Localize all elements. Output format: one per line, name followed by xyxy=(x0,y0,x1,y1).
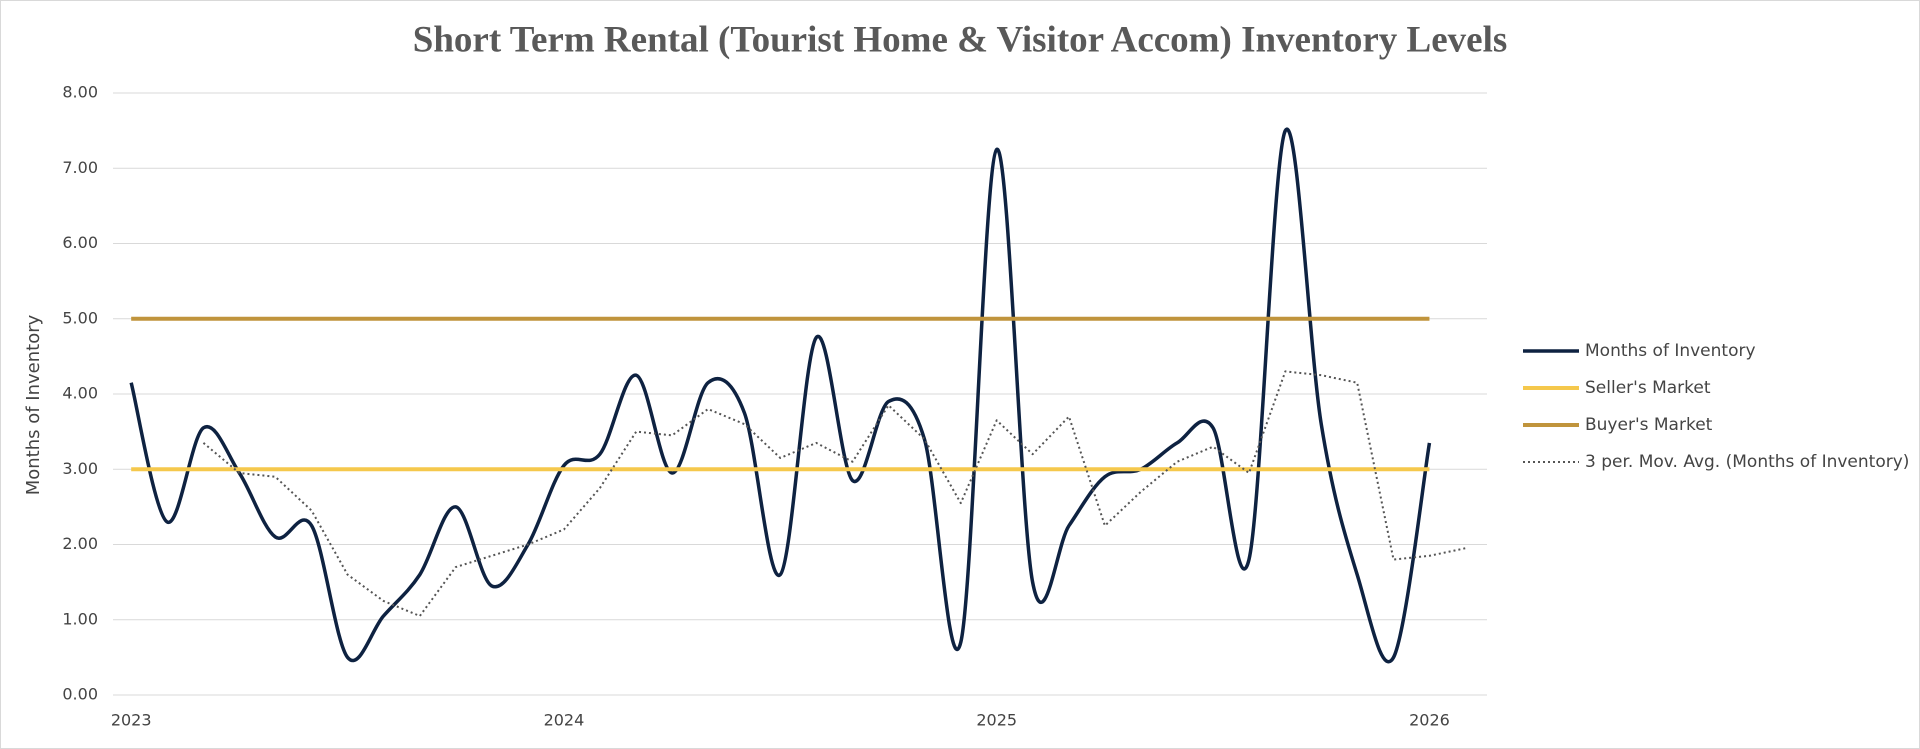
x-tick-label: 2024 xyxy=(544,711,585,730)
y-axis-label: Months of Inventory xyxy=(23,314,44,495)
y-tick-label: 8.00 xyxy=(62,83,98,102)
chart-title: Short Term Rental (Tourist Home & Visito… xyxy=(413,19,1508,60)
y-tick-label: 4.00 xyxy=(62,384,98,403)
legend-label: Months of Inventory xyxy=(1585,341,1756,361)
y-tick-label: 6.00 xyxy=(62,233,98,252)
y-tick-label: 2.00 xyxy=(62,534,98,553)
series-line xyxy=(202,370,1466,617)
legend-label: Buyer's Market xyxy=(1585,415,1713,435)
y-tick-label: 3.00 xyxy=(62,459,98,478)
x-tick-label: 2025 xyxy=(976,711,1017,730)
y-tick-label: 1.00 xyxy=(62,609,98,628)
y-tick-label: 0.00 xyxy=(62,685,98,704)
legend-label: 3 per. Mov. Avg. (Months of Inventory) xyxy=(1585,452,1909,472)
y-tick-label: 5.00 xyxy=(62,308,98,327)
x-tick-label: 2026 xyxy=(1409,711,1450,730)
y-tick-label: 7.00 xyxy=(62,158,98,177)
legend-label: Seller's Market xyxy=(1585,378,1711,398)
series-line xyxy=(129,127,1432,664)
x-tick-label: 2023 xyxy=(111,711,152,730)
